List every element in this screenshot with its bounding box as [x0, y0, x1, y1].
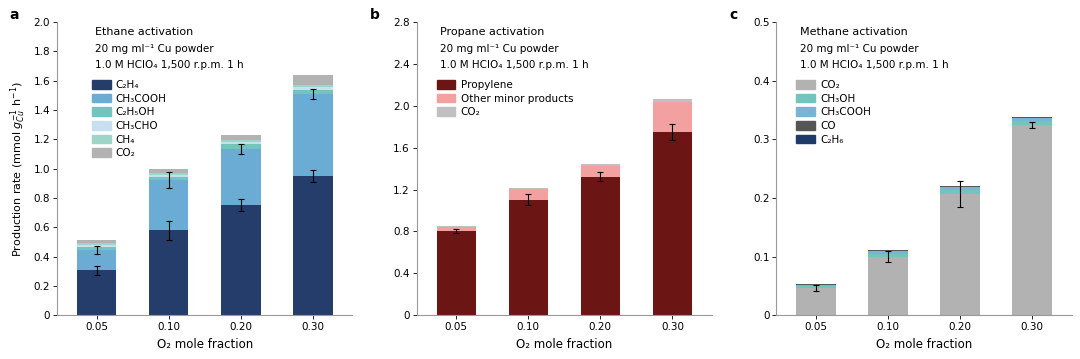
Bar: [149, 180, 189, 230]
Bar: [293, 85, 333, 87]
Bar: [149, 230, 189, 315]
Bar: [221, 149, 260, 205]
Bar: [868, 251, 908, 254]
Bar: [868, 250, 908, 251]
Bar: [221, 140, 260, 141]
Bar: [796, 288, 836, 315]
Bar: [149, 174, 189, 177]
Bar: [1012, 125, 1052, 315]
Bar: [221, 205, 260, 315]
Bar: [652, 99, 692, 102]
Bar: [796, 286, 836, 288]
Text: b: b: [369, 8, 379, 22]
Bar: [509, 200, 549, 315]
Bar: [77, 270, 117, 315]
Text: 20 mg ml⁻¹ Cu powder: 20 mg ml⁻¹ Cu powder: [800, 44, 919, 54]
Bar: [581, 177, 620, 315]
Bar: [868, 254, 908, 257]
Bar: [509, 189, 549, 200]
Text: 1.0 M HClO₄ 1,500 r.p.m. 1 h: 1.0 M HClO₄ 1,500 r.p.m. 1 h: [441, 60, 589, 70]
Bar: [796, 284, 836, 285]
Bar: [149, 173, 189, 174]
Text: Methane activation: Methane activation: [800, 27, 908, 37]
Text: 20 mg ml⁻¹ Cu powder: 20 mg ml⁻¹ Cu powder: [441, 44, 559, 54]
Text: 1.0 M HClO₄ 1,500 r.p.m. 1 h: 1.0 M HClO₄ 1,500 r.p.m. 1 h: [800, 60, 948, 70]
Bar: [293, 94, 333, 176]
Bar: [293, 87, 333, 89]
Bar: [581, 164, 620, 165]
Bar: [436, 226, 476, 227]
Text: Ethane activation: Ethane activation: [95, 27, 193, 37]
Bar: [1012, 117, 1052, 118]
Bar: [1012, 118, 1052, 121]
X-axis label: O₂ mole fraction: O₂ mole fraction: [157, 338, 253, 351]
Text: 20 mg ml⁻¹ Cu powder: 20 mg ml⁻¹ Cu powder: [95, 44, 214, 54]
X-axis label: O₂ mole fraction: O₂ mole fraction: [516, 338, 612, 351]
Text: a: a: [10, 8, 19, 22]
X-axis label: O₂ mole fraction: O₂ mole fraction: [876, 338, 972, 351]
Legend: Propylene, Other minor products, CO₂: Propylene, Other minor products, CO₂: [436, 80, 573, 117]
Bar: [221, 135, 260, 140]
Y-axis label: Production rate (mmol $g_{Cu}^{-1}$ h$^{-1}$): Production rate (mmol $g_{Cu}^{-1}$ h$^{…: [9, 81, 28, 257]
Bar: [77, 240, 117, 243]
Bar: [77, 243, 117, 245]
Bar: [509, 188, 549, 189]
Bar: [149, 169, 189, 173]
Bar: [436, 227, 476, 231]
Bar: [77, 247, 117, 250]
Bar: [77, 245, 117, 247]
Bar: [77, 250, 117, 270]
Bar: [221, 144, 260, 149]
Legend: CO₂, CH₃OH, CH₃COOH, CO, C₂H₆: CO₂, CH₃OH, CH₃COOH, CO, C₂H₆: [796, 80, 872, 145]
Bar: [941, 186, 980, 187]
Text: c: c: [729, 8, 738, 22]
Bar: [941, 187, 980, 190]
Bar: [436, 231, 476, 315]
Bar: [652, 132, 692, 315]
Bar: [293, 89, 333, 94]
Bar: [1012, 121, 1052, 125]
Bar: [293, 75, 333, 85]
Bar: [941, 194, 980, 315]
Bar: [293, 176, 333, 315]
Text: 1.0 M HClO₄ 1,500 r.p.m. 1 h: 1.0 M HClO₄ 1,500 r.p.m. 1 h: [95, 60, 244, 70]
Bar: [581, 165, 620, 177]
Bar: [941, 190, 980, 194]
Bar: [796, 285, 836, 286]
Bar: [221, 141, 260, 144]
Bar: [868, 257, 908, 315]
Legend: C₂H₄, CH₃COOH, C₂H₅OH, CH₃CHO, CH₄, CO₂: C₂H₄, CH₃COOH, C₂H₅OH, CH₃CHO, CH₄, CO₂: [92, 80, 166, 158]
Text: Propane activation: Propane activation: [441, 27, 544, 37]
Bar: [652, 102, 692, 132]
Bar: [149, 177, 189, 180]
